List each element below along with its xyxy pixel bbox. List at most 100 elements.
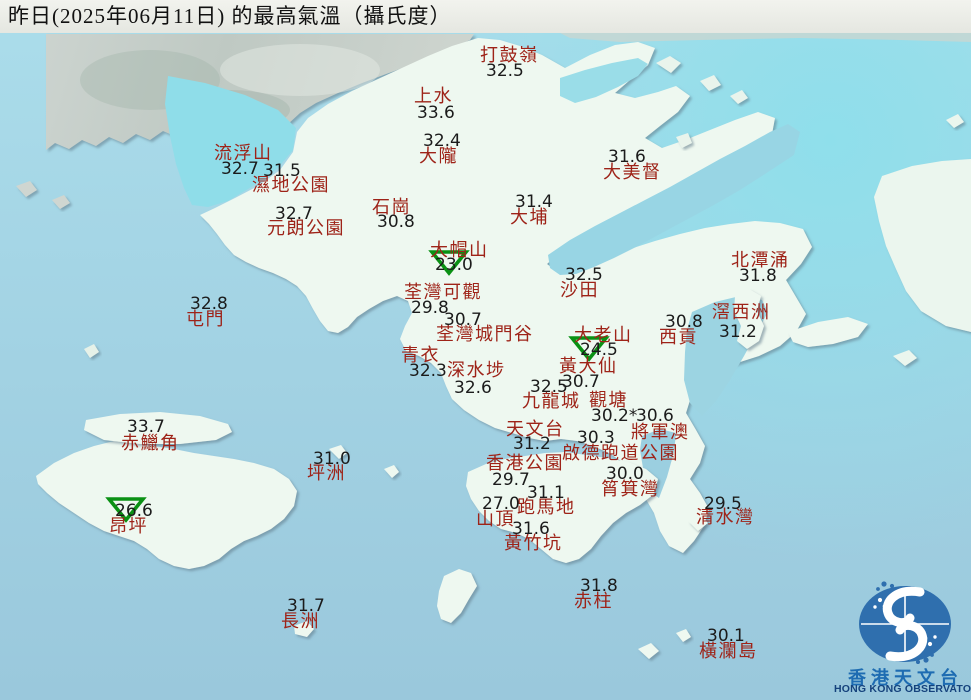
- land-high-island: [788, 317, 868, 347]
- station-value-label: 30.7: [444, 310, 482, 330]
- station-name-label: 清水灣: [696, 507, 755, 527]
- station-name-label: 大帽山: [430, 240, 489, 260]
- station-name-label: 昂坪: [109, 516, 148, 536]
- island-kau-yi-chau: [384, 465, 399, 478]
- station-name-label: 沙田: [560, 280, 599, 300]
- station-name-label: 大隴: [419, 146, 458, 166]
- station-name-label: 觀塘: [589, 390, 628, 410]
- station-value-label: 30.2*: [591, 406, 638, 426]
- station-name-label: 坪洲: [307, 463, 346, 483]
- station-value-label: 32.3: [409, 361, 447, 381]
- hko-logo-emblem-icon: [859, 581, 951, 665]
- station-name-label: 赤鱲角: [121, 433, 180, 453]
- station-value-label: 30.8: [665, 312, 703, 332]
- station-value-label: 32.5: [565, 265, 603, 285]
- station-value-label: 32.7: [275, 204, 313, 224]
- station-value-label: 32.5: [486, 61, 524, 81]
- station-value-label: 29.5: [704, 494, 742, 514]
- station-name-label: 長洲: [281, 611, 320, 631]
- station-value-label: 31.2: [513, 434, 551, 454]
- islet-mirs-bay: [730, 90, 748, 104]
- station-value-label: 31.7: [287, 596, 325, 616]
- station-value-label: 31.5: [263, 161, 301, 181]
- station-name-label: 北潭涌: [731, 250, 790, 270]
- station-name-label: 筲箕灣: [601, 479, 660, 499]
- islet: [52, 195, 70, 209]
- station-name-label: 元朗公園: [267, 218, 345, 238]
- station-value-label: 30.8: [377, 212, 415, 232]
- island-kau-sai-chau: [734, 289, 764, 349]
- station-value-label: 26.6: [115, 501, 153, 521]
- station-name-label: 黃大仙: [559, 356, 618, 376]
- station-name-label: 山頂: [476, 509, 515, 529]
- station-value-label: 24.5: [580, 340, 618, 360]
- station-value-label: 27.0: [482, 494, 520, 514]
- triangle-marker-icon: [105, 497, 147, 523]
- station-value-label: 31.8: [580, 576, 618, 596]
- station-name-label: 深水埗: [447, 360, 506, 380]
- hko-logo-english-name: HONG KONG OBSERVATORY: [834, 683, 971, 695]
- land-airport-chek-lap-kok: [84, 412, 232, 444]
- land-top-right-strip: [560, 33, 971, 42]
- land-hong-kong-island: [466, 452, 658, 563]
- station-name-label: 荃灣可觀: [404, 282, 482, 302]
- triangle-marker-icon: [568, 336, 610, 362]
- station-value-label: 32.5: [530, 377, 568, 397]
- island-po-toi: [638, 643, 659, 659]
- triangle-marker-icon: [428, 250, 470, 276]
- station-value-label: 33.7: [127, 417, 165, 437]
- station-name-label: 跑馬地: [517, 497, 576, 517]
- station-value-label: 30.0: [606, 464, 644, 484]
- station-name-label: 流浮山: [214, 143, 273, 163]
- station-value-label: 30.3: [577, 428, 615, 448]
- station-name-label: 屯門: [186, 309, 225, 329]
- island-peng-chau: [329, 445, 347, 459]
- hko-logo: 香港天文台 HONG KONG OBSERVATORY: [834, 580, 971, 700]
- island-waglan: [676, 629, 691, 642]
- land-new-territories-kowloon: [200, 38, 812, 553]
- islet-mirs-bay: [700, 75, 721, 91]
- station-name-label: 大美督: [603, 162, 662, 182]
- islet: [16, 181, 37, 197]
- station-value-label: 31.4: [515, 192, 553, 212]
- station-name-label: 西貢: [659, 327, 698, 347]
- station-name-label: 香港公園: [486, 453, 564, 473]
- station-name-label: 啟德跑道公園: [562, 443, 679, 463]
- station-value-label: 31.6: [512, 519, 550, 539]
- water-tolo-harbour: [548, 124, 800, 275]
- islet-mirs-bay: [656, 56, 681, 73]
- land-lantau-island: [36, 441, 297, 569]
- station-value-label: 31.2: [719, 322, 757, 342]
- station-value-label: 30.6: [636, 406, 674, 426]
- station-value-label: 31.8: [739, 266, 777, 286]
- station-value-label: 31.1: [527, 483, 565, 503]
- land-dapeng-peninsula: [874, 159, 971, 332]
- islet-southeast: [893, 350, 917, 366]
- islet-northeast: [946, 114, 964, 128]
- station-value-label: 32.8: [190, 294, 228, 314]
- islet: [84, 344, 99, 358]
- station-name-label: 青衣: [401, 345, 440, 365]
- station-name-label: 打鼓嶺: [480, 45, 539, 65]
- station-name-label: 將軍澳: [631, 422, 690, 442]
- station-name-label: 濕地公園: [252, 175, 330, 195]
- urban-texture-patch: [220, 44, 380, 96]
- station-value-label: 32.6: [454, 378, 492, 398]
- map-title: 昨日(2025年06月11日) 的最高氣溫（攝氏度）: [0, 0, 971, 33]
- hko-logo-chinese-name: 香港天文台: [848, 668, 963, 688]
- station-value-label: 31.6: [608, 147, 646, 167]
- island-lamma: [437, 569, 477, 623]
- station-value-label: 33.6: [417, 103, 455, 123]
- station-name-label: 大老山: [574, 325, 633, 345]
- station-value-label: 31.0: [313, 449, 351, 469]
- water-starling-inlet: [560, 58, 648, 103]
- station-name-label: 橫瀾島: [699, 641, 758, 661]
- station-name-label: 石崗: [372, 197, 411, 217]
- station-name-label: 荃灣城門谷: [436, 324, 534, 344]
- station-name-label: 滘西洲: [712, 302, 771, 322]
- station-name-label: 九龍城: [522, 391, 581, 411]
- islet-tap-mun: [676, 133, 692, 148]
